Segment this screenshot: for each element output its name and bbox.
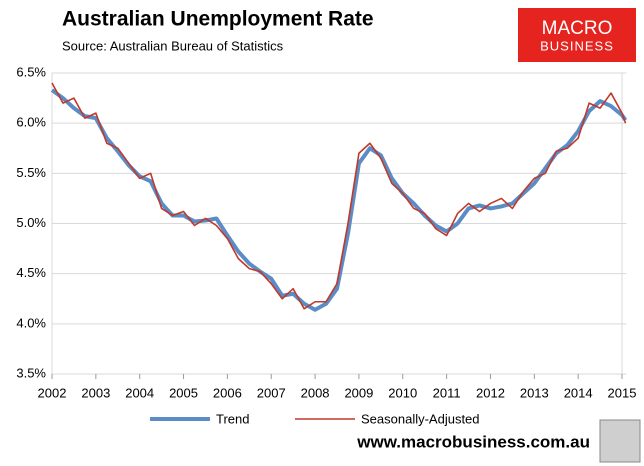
x-tick-label: 2002 [38, 385, 67, 400]
x-tick-label: 2013 [520, 385, 549, 400]
x-tick-label: 2015 [608, 385, 637, 400]
x-tick-label: 2014 [564, 385, 593, 400]
y-tick-label: 6.0% [16, 115, 46, 130]
y-tick-label: 4.5% [16, 265, 46, 280]
legend-label: Trend [216, 411, 249, 426]
x-tick-label: 2010 [388, 385, 417, 400]
fox-icon [599, 419, 641, 463]
y-tick-label: 5.5% [16, 165, 46, 180]
line-series [51, 82, 627, 310]
x-tick-label: 2008 [301, 385, 330, 400]
x-tick-label: 2004 [125, 385, 154, 400]
y-tick-label: 3.5% [16, 365, 46, 380]
logo-text: BUSINESS [540, 38, 614, 53]
x-tick-label: 2005 [169, 385, 198, 400]
y-tick-label: 5.0% [16, 215, 46, 230]
y-tick-label: 6.5% [16, 64, 46, 79]
y-tick-label: 4.0% [16, 315, 46, 330]
logo-text: MACRO [542, 18, 613, 39]
x-tick-label: 2007 [257, 385, 286, 400]
legend-label: Seasonally-Adjusted [361, 411, 480, 426]
chart-subtitle: Source: Australian Bureau of Statistics [62, 38, 284, 53]
chart-title: Australian Unemployment Rate [62, 8, 374, 31]
footer-url: www.macrobusiness.com.au [356, 432, 590, 451]
x-tick-label: 2006 [213, 385, 242, 400]
line-series [50, 88, 628, 312]
x-tick-label: 2009 [344, 385, 373, 400]
x-tick-label: 2011 [433, 385, 461, 400]
x-tick-label: 2003 [81, 385, 110, 400]
x-tick-label: 2012 [476, 385, 505, 400]
logo-box [518, 8, 636, 62]
